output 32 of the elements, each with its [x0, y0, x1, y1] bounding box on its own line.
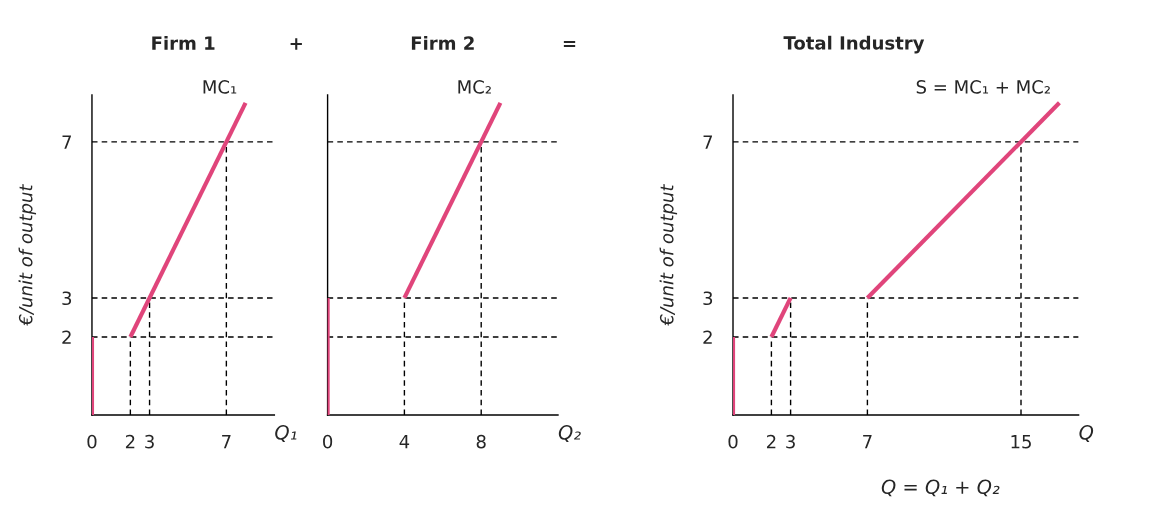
text: Q = Q₁ + Q₂ [881, 479, 1000, 497]
y-tick-label: 3 [703, 291, 713, 306]
x-tick-label: 4 [399, 435, 410, 449]
x-axis-title: Q [1079, 424, 1094, 442]
chart-title: Total Industry [783, 35, 925, 54]
chart-title: Firm 2 [411, 35, 474, 50]
x-tick-label: 2 [125, 434, 135, 449]
x-tick-label: 3 [786, 434, 795, 449]
x-tick-label: 2 [766, 434, 776, 449]
chart-title: Firm 1 [152, 35, 215, 50]
text: = [563, 40, 576, 48]
y-tick-label: 3 [62, 291, 72, 306]
series-label: MC₂ [458, 80, 491, 94]
text: + [290, 38, 302, 50]
series-label: S = MC₁ + MC₂ [916, 80, 1050, 94]
x-tick-label: 15 [1011, 435, 1031, 449]
x-tick-label: 0 [728, 434, 738, 449]
y-tick-label: 2 [703, 330, 712, 344]
y-axis-title: €/unit of output [659, 183, 678, 326]
x-tick-label: 8 [476, 434, 486, 449]
y-tick-label: 2 [62, 330, 71, 344]
x-tick-label: 7 [222, 435, 231, 449]
y-tick-label: 7 [62, 135, 71, 149]
y-axis-title: €/unit of output [18, 183, 37, 326]
x-axis-title: Q₂ [558, 424, 581, 442]
x-axis-title: Q₁ [275, 424, 297, 442]
x-tick-label: 3 [145, 434, 154, 449]
x-tick-label: 7 [863, 435, 872, 449]
y-tick-label: 7 [703, 135, 713, 149]
x-tick-label: 0 [323, 434, 333, 449]
series-label: MC₁ [203, 80, 237, 94]
x-tick-label: 0 [87, 434, 97, 449]
